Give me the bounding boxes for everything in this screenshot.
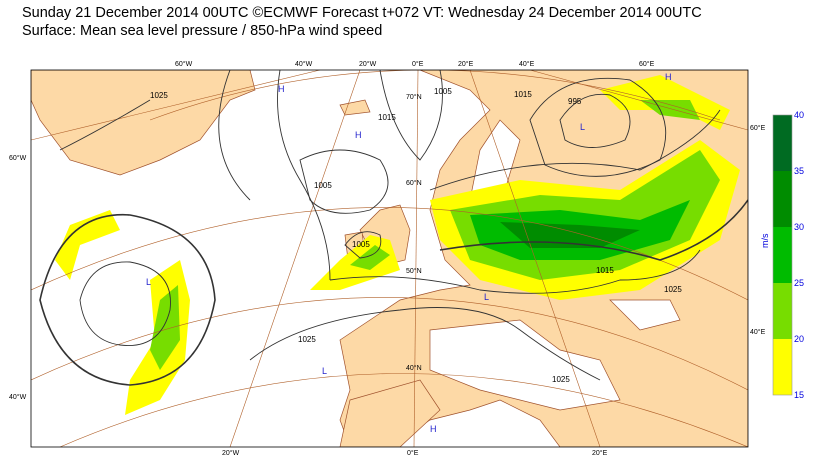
- greenland: [31, 70, 256, 176]
- isobar-label: 1025: [150, 91, 168, 100]
- lat-label: 40°N: [406, 364, 422, 372]
- iceland: [339, 99, 371, 116]
- inland-seas: [429, 119, 681, 411]
- lat-label: 70°N: [406, 93, 422, 101]
- isobar-label: 995: [568, 97, 582, 106]
- lat-label: 60°N: [406, 179, 422, 187]
- map-title: Sunday 21 December 2014 00UTC ©ECMWF For…: [22, 5, 702, 21]
- lat-label: 40°E: [750, 328, 766, 336]
- low-pressure-label: L: [484, 292, 489, 302]
- low-pressure-label: L: [146, 277, 151, 287]
- isobar-label: 1005: [434, 87, 452, 96]
- lon-label: 60°W: [175, 60, 193, 68]
- isobar-label: 1025: [552, 375, 570, 384]
- lon-label: 60°E: [639, 60, 655, 68]
- map-subtitle: Surface: Mean sea level pressure / 850-h…: [22, 23, 383, 39]
- lon-label: 40°E: [519, 60, 535, 68]
- graticule: [31, 70, 748, 447]
- lat-label: 60°W: [9, 154, 27, 162]
- map-frame: [30, 69, 749, 448]
- isobar-label: 1015: [596, 266, 614, 275]
- lon-label: 40°W: [295, 60, 313, 68]
- isobars: [39, 70, 748, 386]
- lon-label: 20°W: [222, 449, 240, 457]
- colorbar-unit: m/s: [760, 233, 770, 248]
- high-pressure-label: H: [355, 130, 362, 140]
- lat-label: 50°N: [406, 267, 422, 275]
- lon-label: 0°E: [412, 60, 424, 68]
- colorbar-15-20: [773, 339, 792, 395]
- isobar-label: 1025: [664, 285, 682, 294]
- colorbar-tick: 15: [794, 390, 804, 400]
- black-sea: [609, 299, 681, 331]
- isobar-label: 1025: [298, 335, 316, 344]
- lon-label: 20°E: [592, 449, 608, 457]
- isobar-labels: 1025 1015 1005 1015 995 1005 1005 1015 1…: [150, 87, 682, 384]
- mediterranean-sea: [429, 319, 621, 411]
- colorbar-tick: 20: [794, 334, 804, 344]
- wind-speed-shading: [55, 75, 740, 415]
- africa: [339, 379, 441, 447]
- colorbar-35-40: [773, 115, 792, 171]
- colorbar-30-35: [773, 171, 792, 227]
- colorbar-tick: 30: [794, 222, 804, 232]
- isobar-label: 1005: [352, 240, 370, 249]
- colorbar-tick: 40: [794, 110, 804, 120]
- wind-speed-colorbar: 15 20 25 30 35 40 m/s: [760, 110, 804, 400]
- lat-label: 40°W: [9, 393, 27, 401]
- map-content: 1025 1015 1005 1015 995 1005 1005 1015 1…: [31, 70, 748, 447]
- lon-label: 20°E: [458, 60, 474, 68]
- colorbar-tick: 25: [794, 278, 804, 288]
- high-pressure-label: H: [665, 72, 672, 82]
- high-pressure-label: H: [278, 84, 285, 94]
- colorbar-tick: 35: [794, 166, 804, 176]
- high-pressure-label: H: [430, 424, 437, 434]
- colorbar-25-30: [773, 227, 792, 283]
- lon-label: 0°E: [407, 449, 419, 457]
- isobar-label: 1015: [378, 113, 396, 122]
- lat-label: 60°E: [750, 124, 766, 132]
- lon-label: 20°W: [359, 60, 377, 68]
- isobar-label: 1015: [514, 90, 532, 99]
- low-pressure-label: L: [580, 122, 585, 132]
- isobar-label: 1005: [314, 181, 332, 190]
- low-pressure-label: L: [322, 366, 327, 376]
- pressure-centers: H H L L L H L H: [146, 72, 672, 434]
- colorbar-20-25: [773, 283, 792, 339]
